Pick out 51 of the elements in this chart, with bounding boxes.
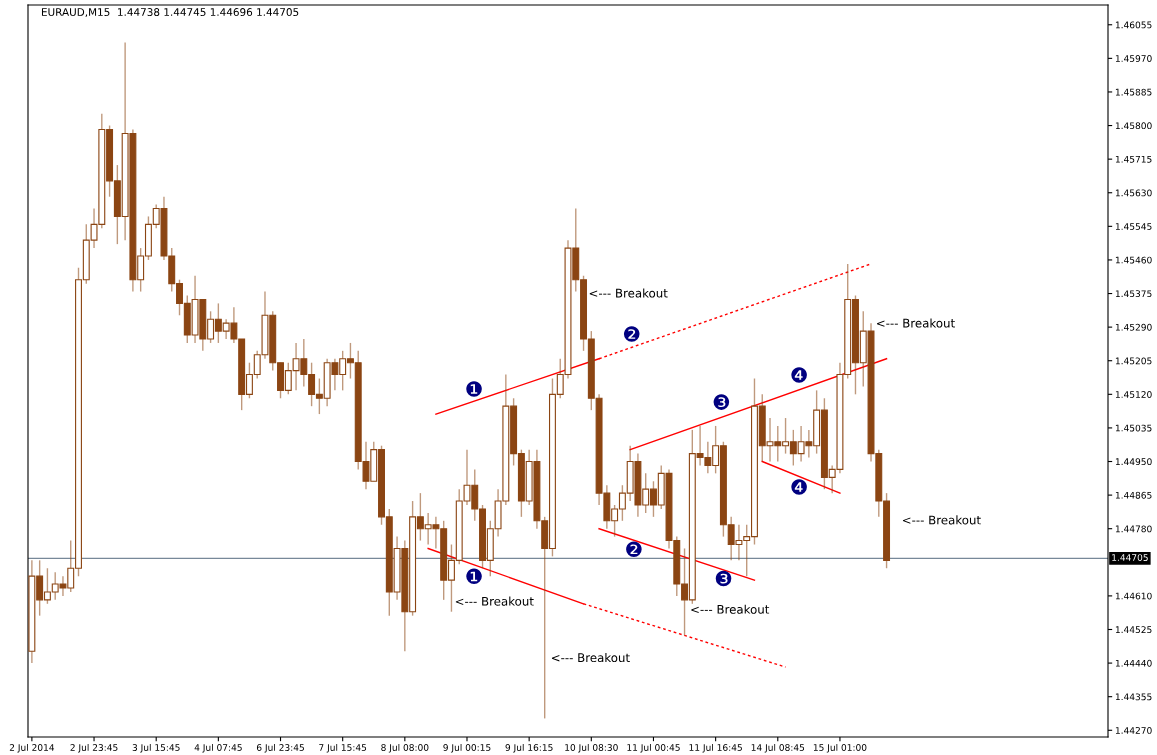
y-tick-label: 1.45545 <box>1115 223 1152 230</box>
x-tick-label: 9 Jul 16:15 <box>505 743 553 753</box>
annotation: ❷ <box>623 326 640 342</box>
y-tick-label: 1.44270 <box>1115 727 1152 734</box>
x-tick-label: 11 Jul 16:45 <box>689 743 742 753</box>
x-tick-label: 15 Jul 01:00 <box>813 743 867 753</box>
annotation: <--- Breakout <box>902 515 981 525</box>
x-tick-label: 4 Jul 07:45 <box>194 743 242 753</box>
x-tick-label: 8 Jul 08:00 <box>381 743 429 753</box>
y-tick-label: 1.45290 <box>1115 323 1152 331</box>
y-tick-label: 1.44950 <box>1115 458 1152 466</box>
x-tick-label: 9 Jul 00:15 <box>443 743 491 753</box>
annotation: ❸ <box>713 394 730 410</box>
annotation: <--- Breakout <box>691 604 770 614</box>
ref-line-label: 1.44705 <box>1112 554 1148 561</box>
y-tick-label: 1.45460 <box>1115 256 1152 264</box>
y-tick-label: 1.45970 <box>1115 55 1152 62</box>
y-tick-label: 1.45885 <box>1115 88 1152 96</box>
chart-title: EURAUD,M15 1.44738 1.44745 1.44696 1.44705 <box>41 8 299 18</box>
y-tick-label: 1.45035 <box>1115 424 1152 432</box>
x-tick-label: 11 Jul 00:45 <box>627 743 680 753</box>
y-tick-label: 1.45205 <box>1115 357 1152 365</box>
x-tick-label: 2 Jul 23:45 <box>70 743 118 753</box>
annotation: ❶ <box>466 381 482 397</box>
y-tick-label: 1.44355 <box>1115 693 1152 701</box>
y-tick-label: 1.44440 <box>1115 659 1152 667</box>
y-tick-label: 1.44610 <box>1115 592 1152 600</box>
y-tick-label: 1.45715 <box>1115 155 1152 163</box>
annotation: <--- Breakout <box>551 652 630 663</box>
y-tick-label: 1.46055 <box>1115 21 1152 29</box>
annotation: <--- Breakout <box>589 288 668 298</box>
y-tick-label: 1.45375 <box>1115 290 1152 298</box>
y-tick-label: 1.44865 <box>1115 491 1152 499</box>
x-tick-label: 14 Jul 08:45 <box>751 743 805 753</box>
annotation: ❹ <box>791 367 807 383</box>
annotation: <--- Breakout <box>455 596 534 606</box>
y-tick-label: 1.44780 <box>1115 525 1152 533</box>
x-tick-label: 3 Jul 15:45 <box>132 743 180 753</box>
y-tick-label: 1.45630 <box>1115 189 1152 197</box>
annotation: ❷ <box>626 541 642 558</box>
x-tick-label: 2 Jul 2014 <box>9 743 55 753</box>
annotation: <--- Breakout <box>877 318 955 328</box>
y-tick-label: 1.44525 <box>1115 626 1152 634</box>
annotation: ❹ <box>791 479 807 495</box>
x-tick-label: 10 Jul 08:30 <box>565 743 618 753</box>
y-tick-label: 1.45800 <box>1115 122 1152 130</box>
annotation: ❸ <box>715 570 732 587</box>
x-tick-label: 6 Jul 23:45 <box>256 743 304 753</box>
x-tick-label: 7 Jul 15:45 <box>319 743 367 753</box>
y-tick-label: 1.45120 <box>1115 391 1152 398</box>
annotation: ❶ <box>466 568 482 585</box>
